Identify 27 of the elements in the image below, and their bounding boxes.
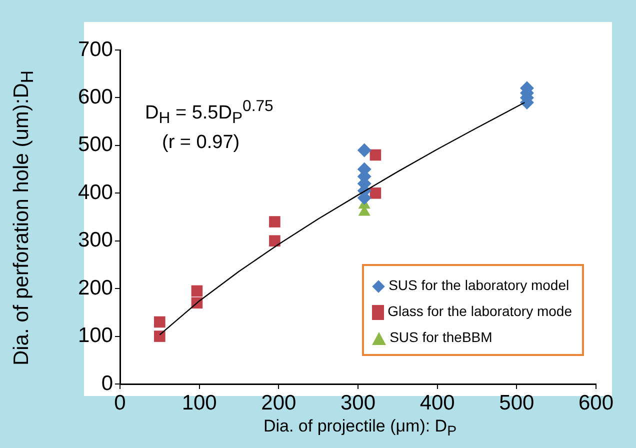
y-tick-label: 100 <box>78 324 113 348</box>
point <box>154 330 166 342</box>
point <box>154 316 166 328</box>
legend-label: SUS for theBBM <box>388 328 494 347</box>
y-tick-label: 500 <box>78 133 113 156</box>
y-tick-label: 0 <box>101 372 113 395</box>
x-tick-label: 200 <box>261 391 296 414</box>
y-tick-label: 300 <box>78 228 113 252</box>
point <box>357 143 372 158</box>
x-tick-label: 600 <box>578 391 614 414</box>
x-axis-title: Dia. of projectile (μm): D$_{P}$ <box>263 416 457 440</box>
legend-label: SUS for the laboratory model <box>388 276 570 295</box>
point <box>370 149 382 161</box>
x-tick-label: 300 <box>340 391 376 414</box>
legend-label: Glass for the laboratory mode <box>386 302 572 321</box>
annotation: (r = 0.97) <box>162 132 240 154</box>
point <box>191 285 203 297</box>
point <box>370 187 382 199</box>
x-tick-label: 100 <box>182 391 217 414</box>
point <box>269 235 280 247</box>
point <box>269 216 280 228</box>
y-tick-label: 400 <box>78 180 113 204</box>
x-tick-label: 500 <box>499 391 534 414</box>
y-tick-label: 600 <box>78 86 113 109</box>
x-tick-label: 400 <box>420 391 455 414</box>
y-tick-label: 700 <box>78 38 113 61</box>
y-tick-label: 200 <box>78 276 113 300</box>
